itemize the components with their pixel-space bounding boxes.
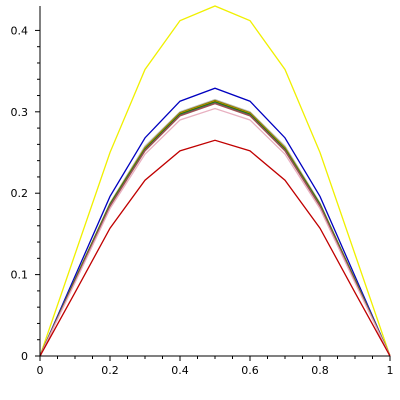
x-ticks: 0 0.2 0.4 0.6 0.8 1 <box>37 356 394 377</box>
x-tick-label: 0.8 <box>311 364 329 377</box>
y-tick-label: 0.3 <box>11 106 29 119</box>
y-tick-label: 0 <box>21 350 28 363</box>
series-line-3 <box>39 98 391 357</box>
x-tick-label: 0.2 <box>101 364 119 377</box>
series-layer <box>39 5 391 357</box>
y-tick-label: 0.2 <box>11 187 29 200</box>
y-tick-label: 0.1 <box>11 269 29 282</box>
series-line-9 <box>39 107 391 357</box>
y-tick-label: 0.4 <box>11 24 29 37</box>
x-tick-label: 0 <box>37 364 44 377</box>
series-line-4 <box>39 99 391 357</box>
series-line-1 <box>39 5 391 357</box>
x-tick-label: 0.6 <box>241 364 259 377</box>
x-tick-label: 1 <box>387 364 394 377</box>
series-line-5 <box>39 100 391 357</box>
series-line-2 <box>39 87 391 357</box>
series-line-10 <box>39 139 391 357</box>
x-tick-label: 0.4 <box>171 364 189 377</box>
series-line-8 <box>39 102 391 357</box>
y-ticks: 0 0.1 0.2 0.3 0.4 <box>11 24 40 363</box>
